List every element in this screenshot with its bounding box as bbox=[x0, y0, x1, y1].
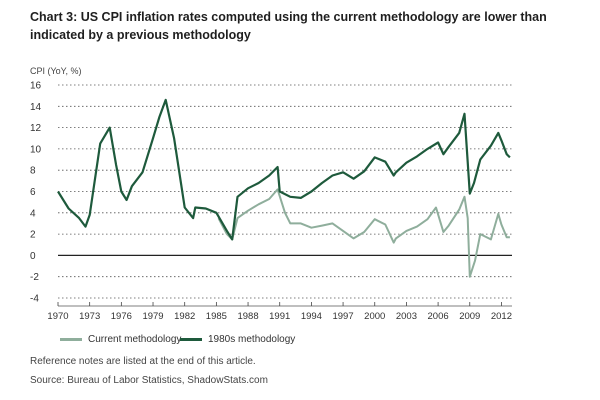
x-axis: 1970 1973 1976 1979 1982 1985 1988 1991 1994 1997… bbox=[47, 302, 512, 322]
y-tick-label: 10 bbox=[30, 144, 42, 155]
x-tick-label: 2000 bbox=[364, 311, 385, 322]
y-axis-label: CPI (YoY, %) bbox=[30, 66, 82, 76]
y-tick-label: 2 bbox=[30, 230, 36, 241]
x-tick-label: 1991 bbox=[269, 311, 290, 322]
grid-lines bbox=[58, 84, 512, 299]
chart-title: Chart 3: US CPI inflation rates computed… bbox=[30, 10, 547, 42]
x-tick-label: 2012 bbox=[491, 311, 512, 322]
x-tick-label: 2006 bbox=[428, 311, 449, 322]
y-tick-label: 0 bbox=[30, 251, 36, 262]
legend-swatch-1980s bbox=[180, 338, 202, 341]
series-lines bbox=[57, 98, 511, 278]
legend-item-current: Current methodology bbox=[60, 334, 181, 345]
x-tick-label: 1994 bbox=[301, 311, 322, 322]
legend-item-1980s: 1980s methodology bbox=[180, 334, 295, 345]
series-line-1980s-methodology bbox=[57, 98, 511, 241]
x-tick-label: 2009 bbox=[459, 311, 480, 322]
x-tick-label: 1982 bbox=[174, 311, 195, 322]
legend-label-current: Current methodology bbox=[88, 334, 182, 345]
y-tick-label: -4 bbox=[30, 294, 39, 305]
y-tick-label: 6 bbox=[30, 187, 36, 198]
legend-label-1980s: 1980s methodology bbox=[208, 334, 296, 345]
x-tick-label: 1988 bbox=[237, 311, 258, 322]
legend-swatch-current bbox=[60, 338, 82, 341]
x-tick-label: 1997 bbox=[332, 311, 353, 322]
x-tick-label: 2003 bbox=[396, 311, 417, 322]
reference-note: Reference notes are listed at the end of… bbox=[30, 356, 256, 367]
series-line-current-methodology bbox=[217, 188, 510, 278]
y-tick-labels: 16 14 12 10 8 6 4 2 0 -2 -4 bbox=[30, 81, 42, 305]
x-tick-label: 1976 bbox=[111, 311, 132, 322]
source-note: Source: Bureau of Labor Statistics, Shad… bbox=[30, 375, 268, 386]
y-tick-label: 8 bbox=[30, 166, 36, 177]
x-tick-label: 1985 bbox=[206, 311, 227, 322]
y-tick-label: 16 bbox=[30, 81, 42, 92]
y-tick-label: 12 bbox=[30, 123, 42, 134]
x-tick-label: 1973 bbox=[79, 311, 100, 322]
y-tick-label: 4 bbox=[30, 208, 36, 219]
y-tick-label: -2 bbox=[30, 272, 39, 283]
y-tick-label: 14 bbox=[30, 102, 42, 113]
x-tick-label: 1979 bbox=[142, 311, 163, 322]
x-tick-label: 1970 bbox=[47, 311, 68, 322]
